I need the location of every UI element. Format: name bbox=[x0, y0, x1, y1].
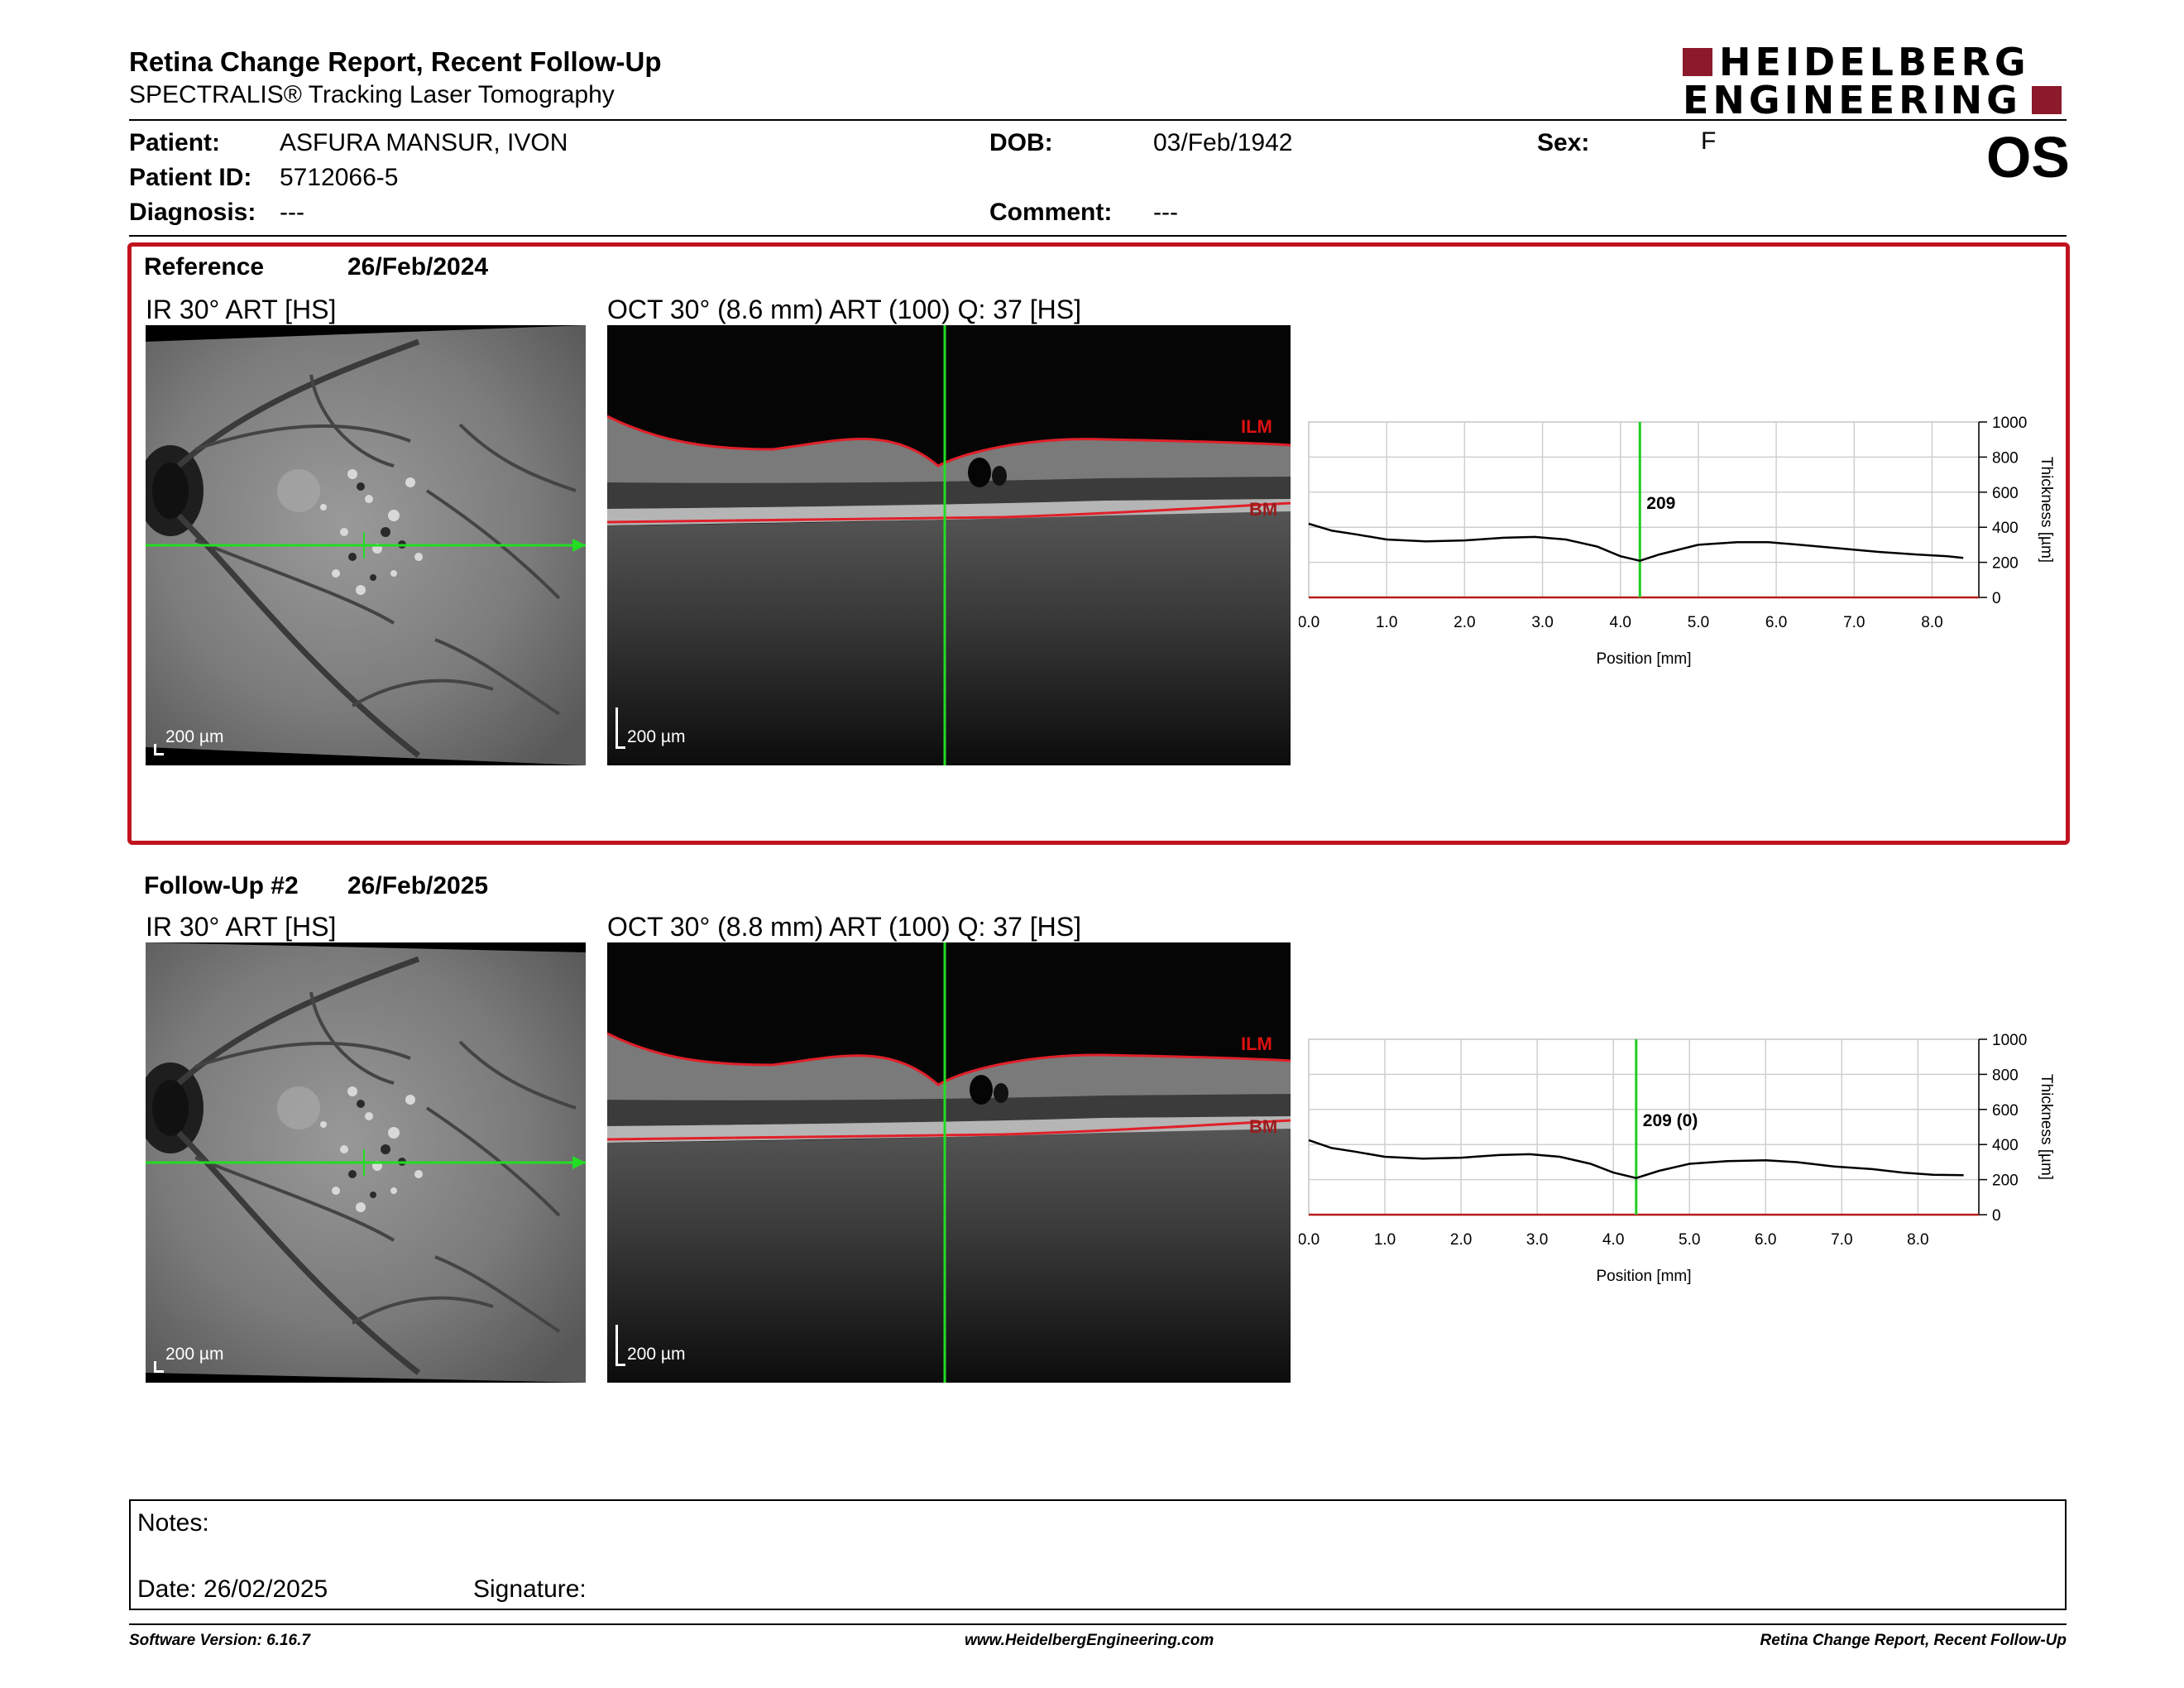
report-subtitle: SPECTRALIS® Tracking Laser Tomography bbox=[129, 81, 615, 108]
followup-ilm-label: ILM bbox=[1241, 1033, 1272, 1054]
patient-id-label: Patient ID: bbox=[129, 164, 252, 191]
logo-line2: ENGINEERING bbox=[1683, 78, 2022, 122]
reference-oct-scale-text: 200 µm bbox=[627, 727, 686, 746]
reference-y-tick-label: 1000 bbox=[1992, 415, 2027, 432]
followup-y-tick-label: 800 bbox=[1992, 1067, 2019, 1084]
reference-date: 26/Feb/2024 bbox=[347, 253, 489, 281]
followup-date: 26/Feb/2025 bbox=[347, 872, 489, 899]
footer-software: Software Version: 6.16.7 bbox=[129, 1632, 310, 1649]
followup-oct-svg: ILM BM bbox=[607, 942, 1291, 1383]
followup-plot-area bbox=[1308, 1038, 1980, 1216]
patient-divider bbox=[129, 235, 2067, 237]
patient-id-value: 5712066-5 bbox=[280, 164, 399, 191]
reference-x-tick-label: 3.0 bbox=[1531, 614, 1553, 631]
reference-oct-image[interactable]: ILM BM 200 µm bbox=[607, 325, 1291, 765]
notes-box[interactable]: Notes: Date: 26/02/2025 Signature: bbox=[129, 1499, 2067, 1610]
footer-report: Retina Change Report, Recent Follow-Up bbox=[1760, 1632, 2067, 1649]
followup-y-tick-label: 600 bbox=[1992, 1102, 2019, 1120]
header-divider bbox=[129, 119, 2067, 121]
reference-oct-label: OCT 30° (8.6 mm) ART (100) Q: 37 [HS] bbox=[607, 295, 1081, 324]
followup-oct-image[interactable]: ILM BM 200 µm bbox=[607, 942, 1291, 1383]
followup-x-tick-label: 2.0 bbox=[1450, 1231, 1472, 1249]
patient-label: Patient: bbox=[129, 129, 221, 156]
followup-thickness-chart: 0.0 1.0 2.0 3.0 4.0 5.0 6.0 7.0 8.0 0 200 400 600 800… bbox=[1299, 1032, 2055, 1285]
footer-divider bbox=[129, 1623, 2067, 1625]
followup-fundus-svg bbox=[146, 942, 586, 1383]
dob-value: 03/Feb/1942 bbox=[1153, 129, 1293, 156]
followup-y-tick-label: 1000 bbox=[1992, 1032, 2027, 1049]
reference-bm-label: BM bbox=[1249, 499, 1277, 520]
sex-label: Sex: bbox=[1537, 129, 1590, 156]
reference-thickness-chart: 0.0 1.0 2.0 3.0 4.0 5.0 6.0 7.0 8.0 0 200 400 600 800… bbox=[1299, 415, 2055, 668]
followup-y-tick-label: 200 bbox=[1992, 1172, 2019, 1190]
followup-ir-scale-text: 200 µm bbox=[165, 1345, 224, 1364]
reference-ir-label: IR 30° ART [HS] bbox=[146, 295, 337, 324]
signature-label: Signature: bbox=[473, 1575, 587, 1603]
followup-oct-scale-text: 200 µm bbox=[627, 1345, 686, 1364]
comment-label: Comment: bbox=[989, 199, 1113, 226]
reference-oct-svg: ILM BM bbox=[607, 325, 1291, 765]
reference-y-tick-label: 0 bbox=[1992, 590, 2001, 607]
dob-label: DOB: bbox=[989, 129, 1053, 156]
patient-name: ASFURA MANSUR, IVON bbox=[280, 129, 568, 156]
sex-value: F bbox=[1701, 127, 1717, 155]
diagnosis-value: --- bbox=[280, 199, 304, 226]
followup-x-tick-label: 7.0 bbox=[1831, 1231, 1852, 1249]
followup-x-tick-label: 1.0 bbox=[1374, 1231, 1396, 1249]
reference-x-tick-label: 4.0 bbox=[1610, 614, 1631, 631]
reference-y-axis-label: Thickness [µm] bbox=[2038, 457, 2055, 563]
followup-x-tick-label: 6.0 bbox=[1755, 1231, 1776, 1249]
followup-y-axis-label: Thickness [µm] bbox=[2038, 1074, 2055, 1180]
followup-y-tick-label: 0 bbox=[1992, 1207, 2001, 1225]
reference-x-tick-label: 6.0 bbox=[1765, 614, 1787, 631]
reference-y-tick-label: 200 bbox=[1992, 555, 2019, 573]
reference-y-tick-label: 400 bbox=[1992, 520, 2019, 537]
footer-url[interactable]: www.HeidelbergEngineering.com bbox=[965, 1632, 1214, 1649]
followup-oct-label: OCT 30° (8.8 mm) ART (100) Q: 37 [HS] bbox=[607, 912, 1081, 942]
followup-bm-label: BM bbox=[1249, 1116, 1277, 1137]
eye-indicator: OS bbox=[1985, 125, 2070, 189]
reference-label: Reference bbox=[144, 253, 265, 281]
reference-ilm-label: ILM bbox=[1241, 416, 1272, 437]
followup-ir-label: IR 30° ART [HS] bbox=[146, 912, 337, 942]
followup-x-tick-label: 4.0 bbox=[1602, 1231, 1624, 1249]
logo-square-top bbox=[1683, 48, 1712, 76]
reference-x-tick-label: 1.0 bbox=[1376, 614, 1397, 631]
followup-x-tick-label: 5.0 bbox=[1679, 1231, 1700, 1249]
followup-x-tick-label: 0.0 bbox=[1299, 1231, 1320, 1249]
notes-date: Date: 26/02/2025 bbox=[137, 1575, 328, 1603]
followup-x-tick-label: 8.0 bbox=[1907, 1231, 1928, 1249]
reference-fundus-svg bbox=[146, 325, 586, 765]
followup-thickness-line-0 bbox=[1308, 1139, 1964, 1179]
comment-value: --- bbox=[1153, 199, 1178, 226]
reference-plot-area bbox=[1308, 421, 1980, 598]
reference-y-tick-label: 600 bbox=[1992, 485, 2019, 502]
reference-x-tick-label: 5.0 bbox=[1688, 614, 1709, 631]
logo-square-bottom bbox=[2032, 86, 2062, 114]
reference-marker-value: 209 bbox=[1646, 494, 1675, 513]
followup-label: Follow-Up #2 bbox=[144, 872, 299, 899]
followup-x-axis-label: Position [mm] bbox=[1596, 1268, 1691, 1285]
reference-frame bbox=[127, 242, 2070, 845]
reference-x-tick-label: 7.0 bbox=[1843, 614, 1865, 631]
followup-marker-value: 209 (0) bbox=[1643, 1111, 1698, 1130]
reference-x-axis-label: Position [mm] bbox=[1596, 650, 1691, 668]
notes-label: Notes: bbox=[137, 1509, 209, 1537]
followup-x-tick-label: 3.0 bbox=[1526, 1231, 1548, 1249]
report-title: Retina Change Report, Recent Follow-Up bbox=[129, 46, 662, 77]
logo-line1: HEIDELBERG bbox=[1719, 40, 2030, 84]
reference-x-tick-label: 2.0 bbox=[1454, 614, 1475, 631]
followup-ir-image[interactable]: 200 µm bbox=[146, 942, 586, 1383]
followup-y-tick-label: 400 bbox=[1992, 1137, 2019, 1154]
reference-ir-scale-text: 200 µm bbox=[165, 727, 224, 746]
reference-thickness-line-0 bbox=[1308, 522, 1964, 562]
reference-y-tick-label: 800 bbox=[1992, 449, 2019, 467]
reference-ir-image[interactable]: 200 µm bbox=[146, 325, 586, 765]
reference-x-tick-label: 0.0 bbox=[1299, 614, 1320, 631]
heidelberg-logo: HEIDELBERG ENGINEERING bbox=[1683, 40, 2063, 122]
reference-x-tick-label: 8.0 bbox=[1921, 614, 1942, 631]
diagnosis-label: Diagnosis: bbox=[129, 199, 256, 226]
